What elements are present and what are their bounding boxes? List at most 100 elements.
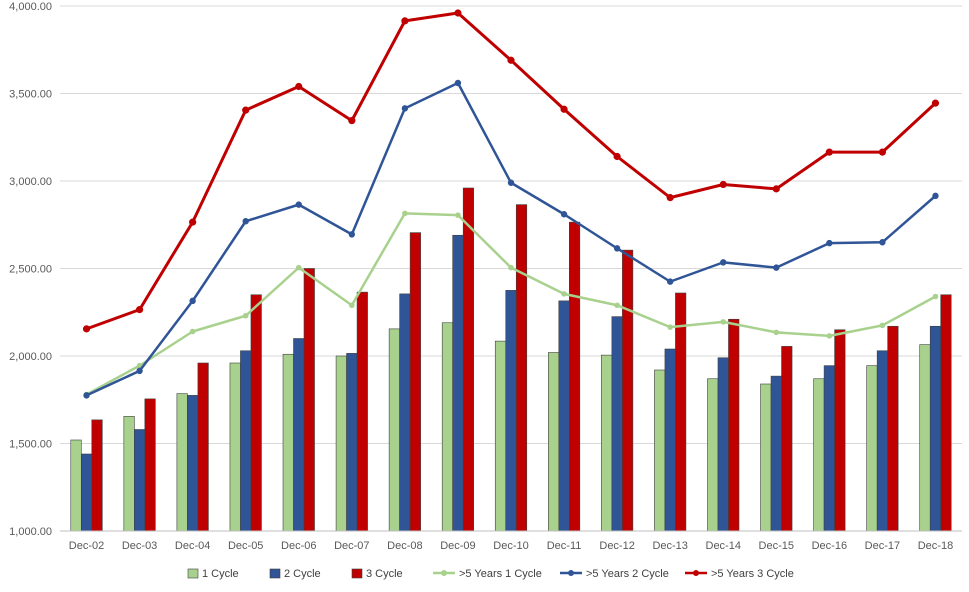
legend-marker (693, 570, 699, 576)
bar (675, 292, 687, 532)
bar (346, 353, 358, 532)
bar (176, 393, 188, 532)
data-point (932, 192, 939, 200)
x-tick-label: Dec-13 (652, 540, 687, 552)
data-point (720, 259, 727, 266)
y-tick-label: 3,500.00 (9, 89, 52, 101)
bar (80, 453, 93, 532)
legend-marker (441, 570, 447, 576)
x-tick-label: Dec-15 (759, 540, 794, 552)
data-point (508, 264, 514, 271)
bar (293, 338, 305, 532)
legend-label: 2 Cycle (284, 568, 321, 580)
bar (548, 352, 560, 532)
data-point (560, 105, 568, 113)
data-point (773, 264, 780, 271)
bar (303, 268, 315, 532)
data-point (507, 179, 515, 186)
bar (134, 429, 146, 532)
legend-swatch (269, 568, 281, 579)
legend-marker (568, 570, 574, 576)
bar (505, 290, 517, 532)
data-point (560, 211, 568, 218)
y-tick-label: 2,500.00 (9, 264, 52, 276)
data-point (136, 367, 143, 375)
bar (123, 416, 135, 532)
data-point (401, 105, 409, 112)
bar (929, 325, 942, 532)
data-point (826, 333, 833, 339)
y-tick-label: 3,000.00 (9, 176, 52, 188)
data-point (507, 56, 515, 64)
y-tick-label: 1,500.00 (9, 439, 52, 451)
y-axis-labels: 1,000.00 1,500.00 2,000.00 2,500.00 3,000.00… (9, 1, 52, 538)
bar (229, 362, 241, 532)
bar (197, 362, 209, 532)
y-tick-label: 1,000.00 (9, 526, 52, 538)
x-tick-label: Dec-04 (175, 540, 210, 552)
data-point (825, 148, 833, 156)
bar (728, 318, 740, 532)
data-point (295, 264, 302, 271)
bar (462, 187, 474, 532)
data-point (295, 201, 302, 208)
bar (388, 328, 400, 532)
bar (834, 329, 846, 532)
data-point (773, 329, 780, 336)
bar (717, 357, 729, 532)
bar (770, 375, 782, 532)
x-tick-label: Dec-06 (281, 540, 316, 552)
legend-label: 1 Cycle (202, 568, 239, 580)
bar (569, 221, 581, 532)
data-point (613, 245, 621, 252)
legend-swatch (187, 568, 199, 579)
data-point (189, 218, 197, 226)
bar (760, 383, 772, 532)
data-point (879, 239, 886, 246)
x-tick-label: Dec-07 (334, 540, 369, 552)
legend-label: >5 Years 3 Cycle (711, 568, 794, 580)
bar (409, 232, 421, 532)
x-axis-labels: Dec-02 Dec-03 Dec-04 Dec-05 Dec-06 Dec-07 Dec-… (69, 540, 953, 552)
bar (282, 353, 294, 532)
y-tick-label: 4,000.00 (9, 1, 52, 13)
data-point (666, 194, 674, 202)
bar (611, 316, 623, 532)
data-point (667, 324, 673, 330)
bar (441, 322, 453, 532)
bar (187, 395, 199, 532)
bar (919, 344, 931, 532)
x-tick-label: Dec-17 (865, 540, 900, 552)
bar (356, 291, 368, 532)
bar (823, 365, 835, 532)
data-point (401, 17, 409, 25)
bar (335, 355, 347, 532)
x-tick-label: Dec-12 (599, 540, 634, 552)
bar (654, 369, 666, 532)
legend-label: >5 Years 2 Cycle (586, 568, 669, 580)
x-tick-label: Dec-08 (387, 540, 422, 552)
data-point (454, 9, 462, 17)
data-point (349, 302, 355, 309)
x-tick-label: Dec-14 (706, 540, 741, 552)
bar (622, 249, 634, 532)
bar (250, 294, 262, 532)
legend-swatch (351, 568, 363, 579)
data-point (878, 148, 887, 156)
data-point (189, 297, 196, 305)
bar (91, 419, 103, 532)
bar (515, 204, 528, 532)
x-tick-label: Dec-10 (493, 540, 528, 552)
bar (664, 348, 676, 532)
data-point (613, 152, 621, 161)
data-point (932, 293, 939, 300)
bar (558, 300, 570, 532)
data-point (242, 106, 250, 114)
legend-label: >5 Years 1 Cycle (459, 568, 542, 580)
data-point (189, 328, 196, 335)
x-tick-label: Dec-05 (228, 540, 263, 552)
bars (70, 187, 952, 532)
x-tick-label: Dec-09 (440, 540, 475, 552)
bar (240, 350, 252, 532)
